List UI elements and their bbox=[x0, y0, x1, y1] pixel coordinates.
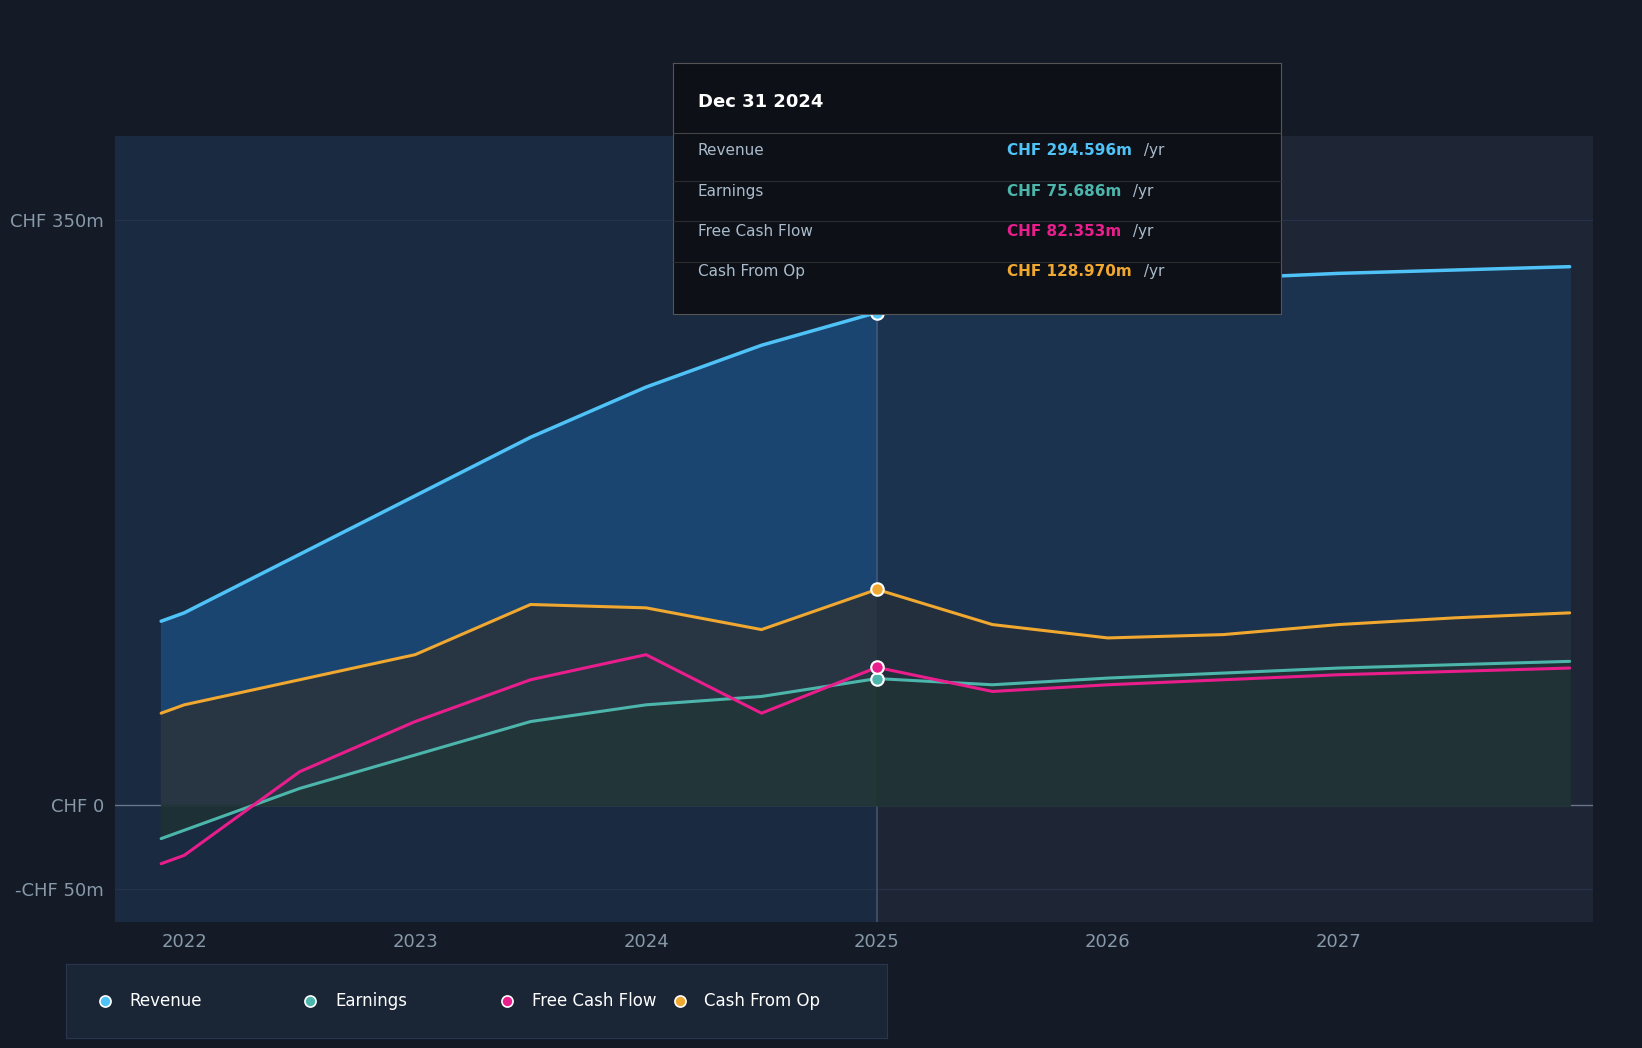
Text: Free Cash Flow: Free Cash Flow bbox=[698, 224, 813, 239]
Text: CHF 294.596m: CHF 294.596m bbox=[1008, 144, 1133, 158]
Text: Revenue: Revenue bbox=[130, 991, 202, 1010]
Text: Revenue: Revenue bbox=[698, 144, 764, 158]
Text: /yr: /yr bbox=[1138, 264, 1164, 279]
Text: Earnings: Earnings bbox=[698, 183, 764, 199]
Text: Past: Past bbox=[828, 278, 865, 296]
Text: Free Cash Flow: Free Cash Flow bbox=[532, 991, 657, 1010]
Text: /yr: /yr bbox=[1138, 144, 1164, 158]
Text: Earnings: Earnings bbox=[335, 991, 407, 1010]
Text: Cash From Op: Cash From Op bbox=[698, 264, 805, 279]
Bar bbox=[877, 136, 1593, 922]
Text: CHF 82.353m: CHF 82.353m bbox=[1008, 224, 1121, 239]
Text: Dec 31 2024: Dec 31 2024 bbox=[698, 93, 823, 111]
Text: Cash From Op: Cash From Op bbox=[704, 991, 821, 1010]
Text: /yr: /yr bbox=[1128, 183, 1153, 199]
Bar bbox=[115, 136, 877, 922]
Text: CHF 128.970m: CHF 128.970m bbox=[1008, 264, 1131, 279]
Text: CHF 75.686m: CHF 75.686m bbox=[1008, 183, 1121, 199]
Text: /yr: /yr bbox=[1128, 224, 1153, 239]
Text: Analysts Forecasts: Analysts Forecasts bbox=[888, 278, 1056, 296]
